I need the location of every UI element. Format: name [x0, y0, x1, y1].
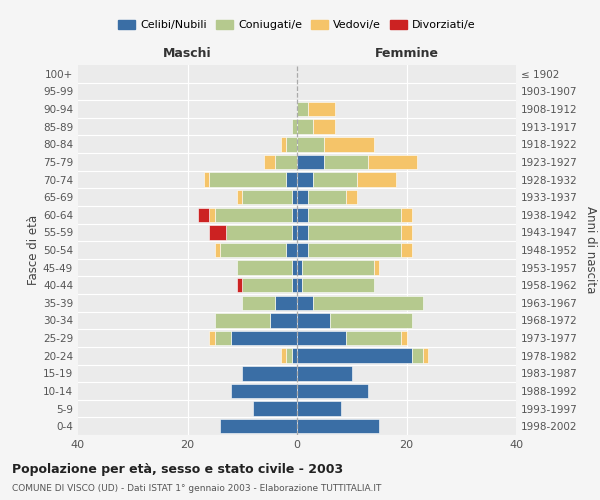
Bar: [302, 278, 374, 292]
Bar: [242, 296, 275, 310]
Bar: [297, 296, 313, 310]
Bar: [297, 331, 346, 345]
Bar: [292, 208, 297, 222]
Bar: [346, 190, 357, 204]
Bar: [220, 419, 297, 434]
Bar: [297, 137, 325, 152]
Bar: [297, 243, 308, 257]
Bar: [275, 296, 297, 310]
Bar: [286, 348, 292, 363]
Bar: [209, 225, 226, 240]
Bar: [237, 260, 292, 275]
Bar: [292, 278, 297, 292]
Bar: [308, 225, 401, 240]
Bar: [242, 278, 292, 292]
Bar: [286, 243, 297, 257]
Text: Maschi: Maschi: [163, 46, 212, 60]
Bar: [204, 172, 209, 186]
Bar: [253, 402, 297, 416]
Bar: [297, 260, 302, 275]
Bar: [313, 172, 357, 186]
Bar: [308, 243, 401, 257]
Bar: [292, 348, 297, 363]
Bar: [281, 348, 286, 363]
Bar: [374, 260, 379, 275]
Bar: [209, 208, 215, 222]
Bar: [412, 348, 423, 363]
Bar: [237, 278, 242, 292]
Bar: [297, 154, 325, 169]
Bar: [401, 331, 407, 345]
Bar: [297, 225, 308, 240]
Bar: [237, 190, 242, 204]
Text: Femmine: Femmine: [374, 46, 439, 60]
Bar: [313, 120, 335, 134]
Legend: Celibi/Nubili, Coniugati/e, Vedovi/e, Divorziati/e: Celibi/Nubili, Coniugati/e, Vedovi/e, Di…: [114, 15, 480, 34]
Bar: [346, 331, 401, 345]
Bar: [264, 154, 275, 169]
Bar: [297, 278, 302, 292]
Bar: [242, 366, 297, 380]
Bar: [292, 225, 297, 240]
Bar: [209, 331, 215, 345]
Bar: [330, 314, 412, 328]
Bar: [232, 384, 297, 398]
Bar: [368, 154, 418, 169]
Bar: [292, 190, 297, 204]
Bar: [308, 208, 401, 222]
Bar: [401, 243, 412, 257]
Bar: [199, 208, 209, 222]
Bar: [308, 102, 335, 117]
Bar: [220, 243, 286, 257]
Y-axis label: Fasce di età: Fasce di età: [27, 215, 40, 285]
Bar: [297, 402, 341, 416]
Bar: [401, 208, 412, 222]
Bar: [297, 102, 308, 117]
Bar: [215, 314, 269, 328]
Bar: [281, 137, 286, 152]
Bar: [297, 208, 308, 222]
Bar: [297, 348, 412, 363]
Bar: [215, 331, 232, 345]
Bar: [297, 366, 352, 380]
Bar: [209, 172, 286, 186]
Bar: [292, 120, 297, 134]
Bar: [269, 314, 297, 328]
Bar: [275, 154, 297, 169]
Bar: [302, 260, 374, 275]
Bar: [226, 225, 292, 240]
Bar: [308, 190, 346, 204]
Bar: [297, 120, 313, 134]
Bar: [297, 314, 330, 328]
Bar: [292, 260, 297, 275]
Bar: [215, 208, 292, 222]
Bar: [297, 384, 368, 398]
Bar: [325, 137, 374, 152]
Bar: [286, 172, 297, 186]
Bar: [297, 190, 308, 204]
Bar: [357, 172, 395, 186]
Y-axis label: Anni di nascita: Anni di nascita: [584, 206, 597, 294]
Bar: [297, 172, 313, 186]
Bar: [242, 190, 292, 204]
Bar: [313, 296, 423, 310]
Text: COMUNE DI VISCO (UD) - Dati ISTAT 1° gennaio 2003 - Elaborazione TUTTITALIA.IT: COMUNE DI VISCO (UD) - Dati ISTAT 1° gen…: [12, 484, 382, 493]
Bar: [423, 348, 428, 363]
Bar: [286, 137, 297, 152]
Bar: [232, 331, 297, 345]
Text: Popolazione per età, sesso e stato civile - 2003: Popolazione per età, sesso e stato civil…: [12, 462, 343, 475]
Bar: [401, 225, 412, 240]
Bar: [325, 154, 368, 169]
Bar: [297, 419, 379, 434]
Bar: [215, 243, 220, 257]
